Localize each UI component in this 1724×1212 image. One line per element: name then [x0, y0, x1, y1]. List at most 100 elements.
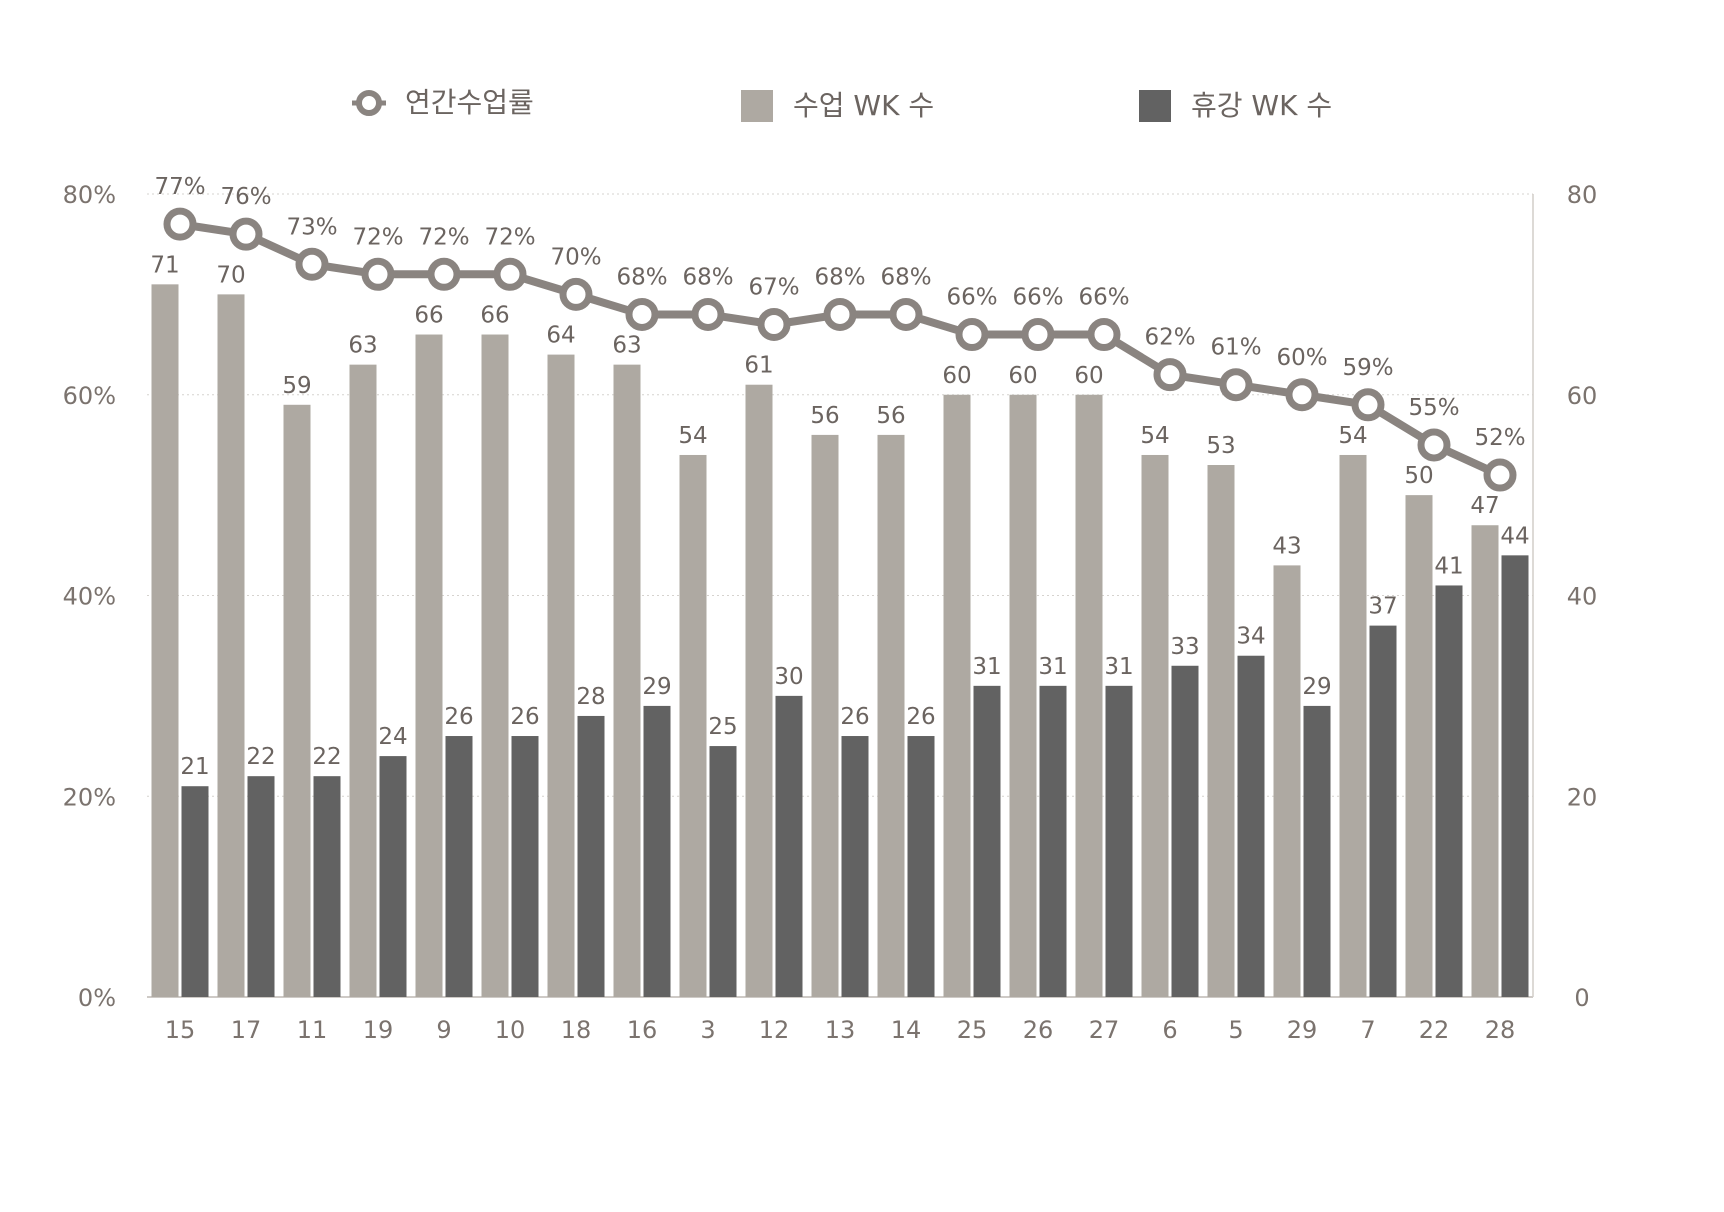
rate-data-label: 66%: [946, 285, 997, 311]
right-axis-tick-label: 80: [1567, 181, 1598, 209]
x-axis-tick-label: 28: [1485, 1016, 1516, 1044]
x-axis-tick-label: 17: [231, 1016, 262, 1044]
left-axis-tick-label: 20%: [63, 783, 116, 811]
rest-week-data-label: 37: [1368, 594, 1397, 620]
x-axis-tick-label: 3: [700, 1016, 715, 1044]
rate-point: [889, 297, 923, 331]
rate-data-label: 67%: [748, 274, 799, 300]
rate-data-label: 62%: [1144, 325, 1195, 351]
class-week-data-label: 53: [1206, 433, 1235, 459]
x-axis-tick-label: 12: [759, 1016, 790, 1044]
rest-week-bar: [973, 685, 1001, 997]
class-week-bar: [1471, 525, 1499, 997]
x-axis-tick-label: 6: [1162, 1016, 1177, 1044]
rest-week-data-label: 34: [1236, 624, 1265, 650]
class-week-bar: [481, 334, 509, 997]
class-week-data-label: 54: [1338, 423, 1367, 449]
class-week-data-label: 64: [546, 323, 575, 349]
rest-week-data-label: 21: [180, 754, 209, 780]
rest-week-bar: [577, 715, 605, 997]
rate-point: [361, 257, 395, 291]
rate-data-label: 55%: [1408, 395, 1459, 421]
rate-point: [559, 277, 593, 311]
class-week-bar: [1273, 565, 1301, 997]
legend-rest-swatch-icon: [1139, 90, 1171, 122]
class-week-data-label: 60: [1008, 363, 1037, 389]
rest-week-bar: [511, 736, 539, 997]
rate-point: [229, 217, 263, 251]
rate-data-label: 72%: [418, 224, 469, 250]
rate-point: [1417, 428, 1451, 462]
rest-week-bar: [1501, 555, 1529, 997]
x-axis-tick-label: 16: [627, 1016, 658, 1044]
rest-week-data-label: 30: [774, 664, 803, 690]
rate-data-label: 68%: [880, 264, 931, 290]
rate-data-label: 77%: [154, 174, 205, 200]
rest-week-data-label: 26: [444, 704, 473, 730]
class-week-bar: [613, 364, 641, 997]
rate-line-series: 77% 76% 73% 72% 72% 72% 70% 68% 68% 67% 68% 68% 66% 6…: [154, 174, 1526, 492]
rate-point: [1021, 318, 1055, 352]
legend: 연간수업률 수업 WK 수 휴강 WK 수: [352, 86, 1332, 122]
rest-week-data-label: 22: [312, 744, 341, 770]
x-axis-tick-label: 25: [957, 1016, 988, 1044]
class-week-data-label: 50: [1404, 463, 1433, 489]
left-axis-tick-label: 40%: [63, 583, 116, 611]
rest-week-data-label: 44: [1500, 523, 1529, 549]
rest-week-bar: [1105, 685, 1133, 997]
rest-week-data-label: 41: [1434, 553, 1463, 579]
rest-week-data-label: 26: [510, 704, 539, 730]
rate-data-label: 73%: [286, 214, 337, 240]
class-week-bar: [1141, 454, 1169, 998]
class-week-bar: [1009, 394, 1037, 997]
x-axis-tick-label: 27: [1089, 1016, 1120, 1044]
rest-week-data-label: 26: [840, 704, 869, 730]
rate-point: [1483, 458, 1517, 492]
rest-week-data-label: 22: [246, 744, 275, 770]
rate-point: [1285, 378, 1319, 412]
legend-item-rest: 휴강 WK 수: [1139, 89, 1332, 122]
right-axis-tick-label: 20: [1567, 783, 1598, 811]
class-week-data-label: 61: [744, 353, 773, 379]
class-week-bar: [415, 334, 443, 997]
rest-week-bar: [1171, 665, 1199, 997]
rate-data-label: 68%: [682, 264, 733, 290]
class-week-bar: [151, 284, 179, 997]
rate-point: [1219, 368, 1253, 402]
bars: [151, 284, 1529, 998]
bar-data-labels: 71 21 70 22 59 22 63 24 66 26 66 26 64 28 63 29 54 25 61 30…: [150, 252, 1529, 780]
rate-data-label: 68%: [616, 264, 667, 290]
class-week-data-label: 71: [150, 252, 179, 278]
class-week-bar: [811, 434, 839, 997]
class-week-data-label: 47: [1470, 493, 1499, 519]
legend-rate-marker-icon: [356, 90, 382, 116]
class-week-bar: [877, 434, 905, 997]
class-week-data-label: 56: [810, 403, 839, 429]
rate-point: [493, 257, 527, 291]
rest-week-data-label: 24: [378, 724, 407, 750]
rest-week-bar: [1039, 685, 1067, 997]
x-axis-tick-label: 10: [495, 1016, 526, 1044]
rest-week-bar: [181, 786, 209, 997]
rate-point: [691, 297, 725, 331]
legend-rate-label: 연간수업률: [405, 86, 534, 119]
class-week-data-label: 63: [612, 333, 641, 359]
left-axis-tick-label: 60%: [63, 382, 116, 410]
x-axis-tick-label: 26: [1023, 1016, 1054, 1044]
rest-week-data-label: 31: [1104, 654, 1133, 680]
class-week-data-label: 54: [678, 423, 707, 449]
x-axis-tick-label: 7: [1360, 1016, 1375, 1044]
rest-week-data-label: 31: [1038, 654, 1067, 680]
right-axis-tick-label: 0: [1574, 984, 1589, 1012]
rest-week-bar: [1237, 655, 1265, 997]
rate-data-label: 52%: [1474, 425, 1525, 451]
class-week-bar: [943, 394, 971, 997]
class-week-data-label: 63: [348, 333, 377, 359]
axes: 0% 0 20% 20 40% 40 60% 60 80% 80: [63, 181, 1598, 1012]
class-week-data-label: 70: [216, 262, 245, 288]
rate-point: [163, 207, 197, 241]
rest-week-bar: [775, 695, 803, 997]
rest-week-bar: [379, 756, 407, 997]
